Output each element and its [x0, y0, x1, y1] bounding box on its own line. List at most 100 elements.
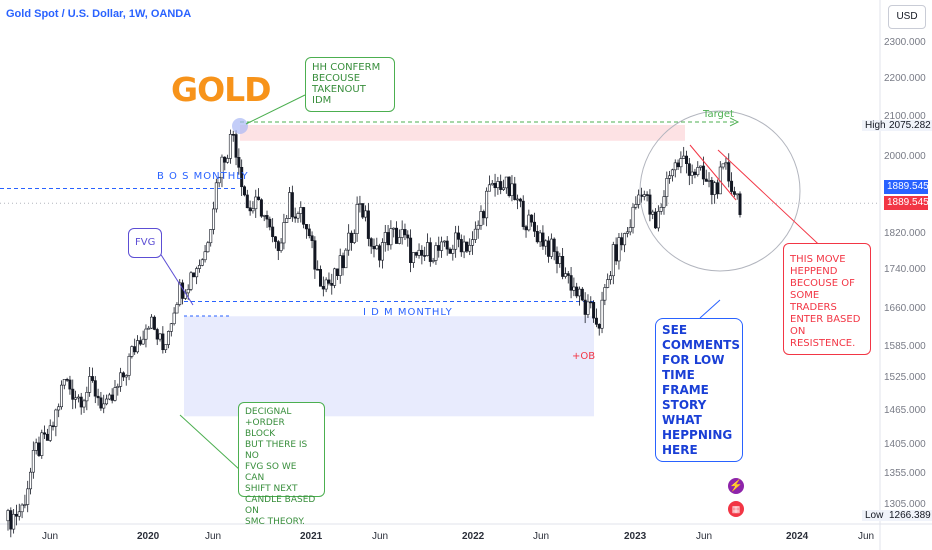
- note-this-move[interactable]: THIS MOVE HEPPEND BECOUSE OF SOME TRADER…: [783, 243, 871, 355]
- candle-body: [231, 133, 235, 136]
- lightning-icon[interactable]: ⚡: [728, 478, 744, 494]
- candle-body: [347, 232, 351, 251]
- candle-body: [192, 272, 196, 278]
- candle-body: [623, 233, 627, 246]
- note-see-comments[interactable]: SEE COMMENTS FOR LOW TIME FRAME STORY WH…: [655, 318, 743, 462]
- candle-body: [116, 386, 120, 388]
- candle-body: [547, 240, 551, 257]
- candle-body: [20, 504, 24, 513]
- high-value: 2075.282: [886, 120, 932, 131]
- candle-body: [662, 196, 666, 208]
- order-block-zone: [184, 316, 594, 417]
- candle-body: [403, 229, 407, 236]
- candle-body: [693, 171, 697, 176]
- candle-body: [242, 186, 246, 196]
- candle-body: [676, 162, 680, 168]
- candle-body: [54, 409, 58, 427]
- candle-body: [397, 237, 401, 244]
- candle-body: [327, 279, 331, 284]
- candle-body: [485, 190, 489, 219]
- candle-body: [482, 211, 486, 219]
- candle-body: [687, 163, 691, 176]
- candle-body: [589, 301, 593, 304]
- candle-body: [499, 181, 503, 190]
- candle-body: [527, 214, 531, 231]
- candle-body: [454, 232, 458, 250]
- candle-body: [355, 204, 359, 234]
- date-tick-label: Jun: [858, 531, 875, 542]
- candle-body: [338, 255, 342, 276]
- candle-body: [29, 471, 33, 490]
- candle-body: [569, 275, 573, 291]
- candle-body: [434, 245, 438, 261]
- candle-body: [437, 245, 441, 251]
- candle-body: [735, 193, 739, 196]
- candle-body: [335, 268, 339, 276]
- candle-body: [23, 504, 27, 506]
- candle-body: [265, 215, 269, 220]
- candle-body: [645, 194, 649, 196]
- candle-body: [670, 169, 674, 177]
- candle-body: [459, 239, 463, 253]
- candle-body: [186, 289, 190, 294]
- connector-see: [699, 299, 721, 319]
- candle-body: [68, 379, 72, 390]
- candle-body: [530, 214, 534, 223]
- price-tick-label: 1820.000: [884, 227, 926, 239]
- candle-body: [532, 221, 536, 232]
- candle-body: [462, 241, 466, 253]
- price-tick-label: 1585.000: [884, 340, 926, 352]
- price-tick-label: 2200.000: [884, 73, 926, 85]
- candle-body: [563, 273, 567, 277]
- candle-body: [82, 400, 86, 408]
- candle-body: [214, 182, 218, 210]
- candle-body: [566, 273, 570, 276]
- note-decignal[interactable]: DECIGNAL +ORDER BLOCK BUT THERE IS NO FV…: [238, 402, 325, 527]
- candle-body: [487, 184, 491, 192]
- currency-button[interactable]: USD: [888, 5, 926, 29]
- note-hh-conferm[interactable]: HH CONFERM BECOUSE TAKENOUT IDM: [305, 57, 395, 112]
- note-fvg[interactable]: FVG: [128, 228, 162, 258]
- candle-body: [442, 240, 446, 243]
- date-tick-label: 2024: [786, 531, 809, 542]
- candle-body: [141, 338, 145, 345]
- candle-body: [611, 244, 615, 277]
- candle-body: [330, 283, 334, 286]
- candle-body: [594, 317, 598, 325]
- candle-body: [65, 379, 69, 381]
- price-tick-label: 2100.000: [884, 111, 926, 123]
- price-tick-label: 2000.000: [884, 150, 926, 162]
- candle-body: [727, 162, 731, 182]
- candle-body: [558, 256, 562, 264]
- candle-body: [37, 442, 41, 456]
- candle-body: [417, 249, 421, 256]
- trendline-red-2: [717, 149, 831, 256]
- candle-body: [324, 279, 328, 290]
- candle-body: [6, 510, 10, 522]
- candle-body: [138, 340, 142, 345]
- candle-body: [166, 331, 170, 345]
- candle-body: [85, 392, 89, 402]
- candle-body: [121, 372, 125, 378]
- label-bos-monthly: B O S MONTHLY: [157, 171, 249, 182]
- us-flag-icon[interactable]: ▦: [728, 501, 744, 517]
- candle-body: [119, 372, 123, 387]
- candle-body: [448, 248, 452, 254]
- candle-body: [628, 227, 632, 233]
- candle-body: [431, 260, 435, 262]
- candle-body: [578, 288, 582, 297]
- candle-body: [473, 228, 477, 240]
- candle-body: [620, 237, 624, 246]
- candle-body: [411, 252, 415, 263]
- price-tick-label: 1465.000: [884, 404, 926, 416]
- last-price-badge-red: 1889.545: [884, 196, 929, 210]
- candle-body: [344, 249, 348, 269]
- candle-body: [456, 232, 460, 240]
- candle-body: [617, 237, 621, 262]
- candle-body: [597, 324, 601, 329]
- candle-body: [541, 232, 545, 247]
- candle-body: [195, 268, 199, 278]
- candle-body: [352, 233, 356, 243]
